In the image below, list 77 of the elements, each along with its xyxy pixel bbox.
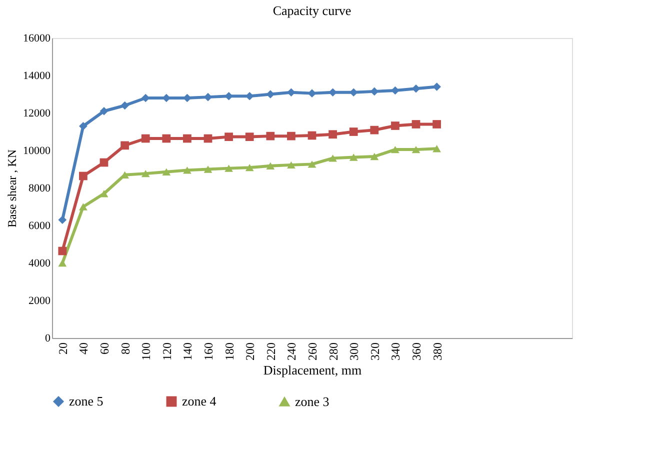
point [79,122,88,130]
point [328,154,337,162]
point [349,128,358,136]
x-tick-label: 80 [118,342,132,354]
point [79,172,88,180]
y-tick-label: 16000 [23,32,51,44]
x-tick-label: 40 [76,342,91,354]
y-axis-title: Base shear , KN [5,149,19,228]
point [391,86,400,95]
y-tick-label: 12000 [23,108,51,120]
legend-label: zone 3 [295,394,330,409]
y-tick-label: 14000 [23,70,51,82]
point [245,164,254,172]
point [308,131,316,140]
y-tick-label: 2000 [28,295,51,307]
point [204,166,212,173]
point [266,162,275,170]
point [58,216,67,224]
y-tick-label: 10000 [23,145,51,157]
x-tick-label: 100 [139,342,154,360]
point [287,161,296,169]
x-tick-label: 180 [222,342,236,360]
x-tick-label: 140 [180,342,195,360]
x-tick-label: 120 [160,342,174,360]
point [308,160,316,168]
point [224,164,233,172]
point [183,134,192,143]
point [412,146,420,154]
x-tick-label: 360 [410,342,424,360]
x-tick-label: 60 [98,342,112,354]
point [58,259,67,267]
point [58,246,67,256]
point [245,132,254,141]
point [141,170,150,178]
point [120,101,129,110]
x-tick-label: 160 [202,342,216,360]
point [432,120,441,128]
x-tick-label: 200 [243,342,258,360]
point [100,106,108,116]
point [349,154,358,161]
point [141,134,150,143]
x-tick-label: 280 [326,342,340,360]
x-tick-label: 380 [430,342,444,360]
point [79,203,88,210]
point [391,146,400,154]
legend-label: zone 5 [69,394,104,409]
point [412,120,420,128]
point [183,166,192,174]
x-tick-label: 340 [388,342,403,360]
point [162,168,171,176]
legend-label: zone 4 [182,394,217,409]
point [204,134,212,143]
point [287,132,296,140]
point [370,152,379,160]
point [266,132,275,140]
y-tick-label: 8000 [28,182,51,194]
point [224,132,233,141]
x-tick-label: 300 [347,342,362,360]
point [224,92,233,100]
y-tick-label: 4000 [28,258,51,270]
point [162,134,171,143]
chart-title: Capacity curve [272,3,352,18]
y-tick-label: 6000 [28,220,51,232]
point [328,130,337,139]
point [120,141,129,150]
x-axis-title: Displacement, mm [263,362,362,378]
x-tick-label: 260 [306,342,320,360]
point [100,158,108,167]
point [370,126,379,134]
x-tick-label: 240 [284,342,299,360]
point [100,190,108,198]
y-tick-label: 0 [45,332,51,344]
x-tick-label: 220 [264,342,278,360]
point [432,145,441,152]
point [391,122,400,130]
x-tick-label: 320 [368,342,382,360]
x-tick-label: 20 [56,342,70,354]
